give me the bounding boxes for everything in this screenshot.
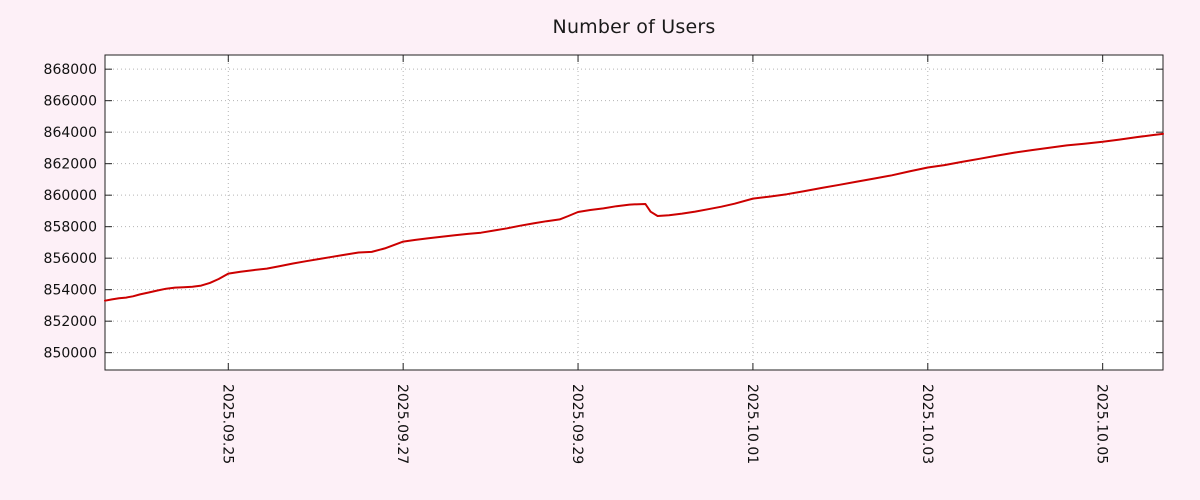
y-tick-label: 852000 xyxy=(44,314,97,330)
y-tick-label: 856000 xyxy=(44,251,97,267)
x-tick-label: 2025.09.27 xyxy=(394,384,410,464)
x-tick-label: 2025.10.01 xyxy=(744,384,760,464)
y-tick-label: 858000 xyxy=(44,220,97,236)
data-line xyxy=(104,132,1164,302)
chart-title: Number of Users xyxy=(552,16,716,38)
x-tick-label: 2025.10.05 xyxy=(1094,384,1110,464)
x-tick-label: 2025.09.29 xyxy=(569,384,585,464)
plot-area xyxy=(105,55,1163,370)
y-tick-label: 860000 xyxy=(44,188,97,204)
y-tick-label: 854000 xyxy=(44,283,97,299)
x-tick-label: 2025.09.25 xyxy=(219,384,235,464)
x-tick-label: 2025.10.03 xyxy=(919,384,935,464)
plot-border xyxy=(104,54,1164,371)
y-tick-label: 864000 xyxy=(44,125,97,141)
y-tick-label: 868000 xyxy=(44,62,97,78)
y-tick-label: 850000 xyxy=(44,346,97,362)
y-tick-label: 866000 xyxy=(44,94,97,110)
y-tick-label: 862000 xyxy=(44,157,97,173)
